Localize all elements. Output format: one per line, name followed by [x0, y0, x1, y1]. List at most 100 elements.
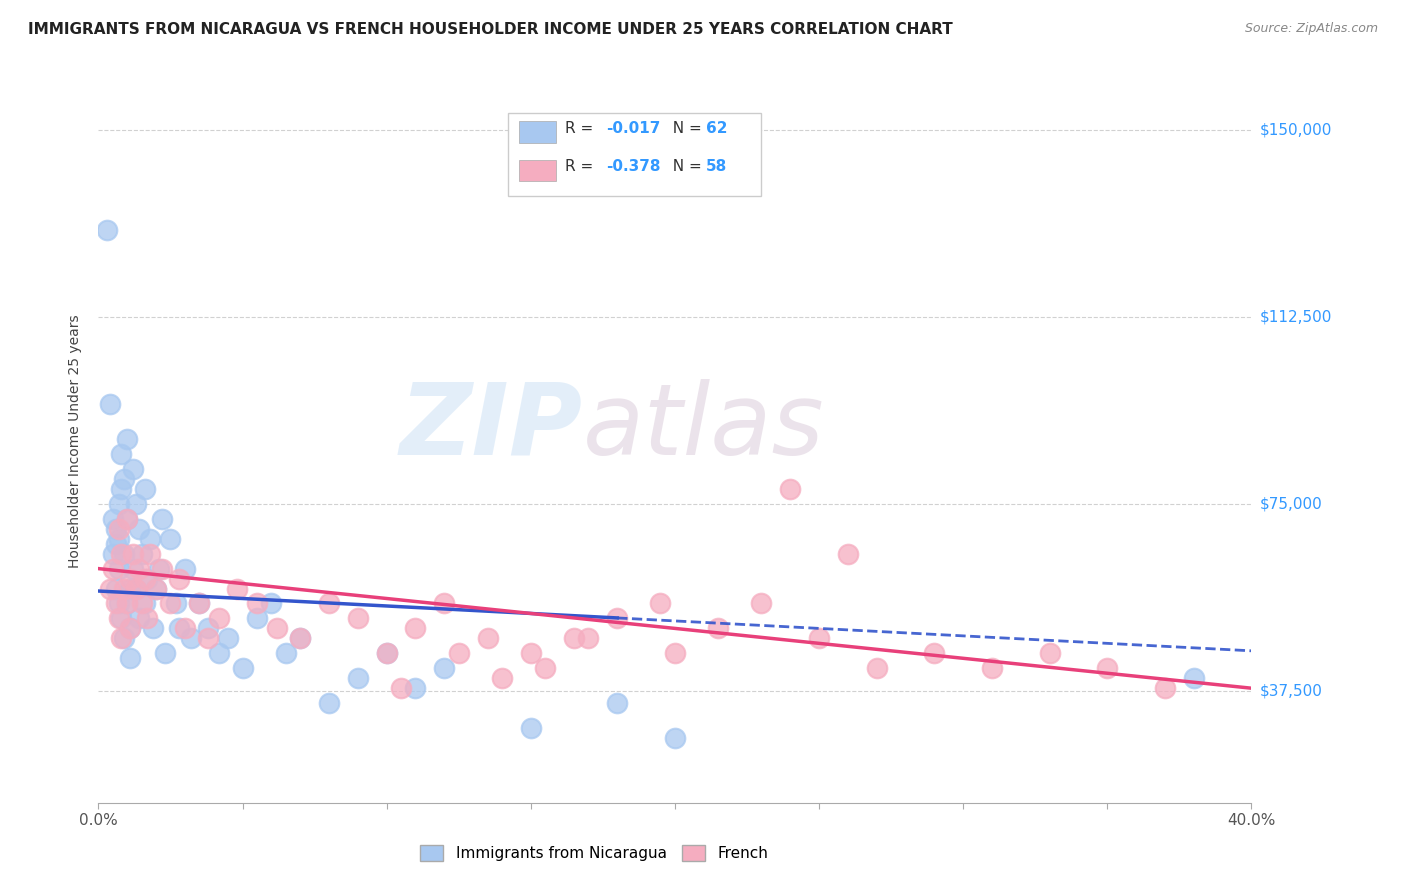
- Point: [208, 646, 231, 660]
- Text: -0.017: -0.017: [606, 121, 659, 136]
- Text: 62: 62: [706, 121, 727, 136]
- Point: [180, 632, 202, 646]
- Point: [1182, 671, 1205, 685]
- Point: [134, 482, 156, 496]
- Point: [120, 651, 142, 665]
- Point: [110, 611, 132, 625]
- Point: [159, 532, 181, 546]
- Point: [117, 432, 139, 446]
- Point: [107, 522, 129, 536]
- Point: [664, 646, 686, 660]
- Point: [107, 611, 129, 625]
- FancyBboxPatch shape: [519, 160, 557, 181]
- Text: R =: R =: [565, 160, 599, 175]
- Point: [98, 397, 121, 411]
- Point: [104, 522, 127, 536]
- Point: [246, 611, 269, 625]
- Point: [217, 632, 239, 646]
- Point: [375, 646, 398, 660]
- Point: [375, 646, 398, 660]
- Point: [107, 497, 129, 511]
- Point: [101, 512, 124, 526]
- Point: [110, 632, 132, 646]
- Point: [112, 547, 135, 561]
- Point: [122, 561, 145, 575]
- FancyBboxPatch shape: [508, 112, 762, 196]
- Point: [981, 661, 1004, 675]
- Point: [125, 497, 148, 511]
- Point: [131, 547, 153, 561]
- Point: [266, 621, 288, 635]
- Text: ZIP: ZIP: [399, 378, 582, 475]
- Point: [346, 611, 368, 625]
- Point: [153, 646, 176, 660]
- Point: [128, 522, 150, 536]
- Point: [779, 482, 801, 496]
- Text: $150,000: $150,000: [1260, 122, 1331, 137]
- Point: [104, 582, 127, 596]
- Point: [134, 597, 156, 611]
- Point: [145, 582, 167, 596]
- Point: [534, 661, 557, 675]
- Point: [174, 561, 197, 575]
- Point: [120, 621, 142, 635]
- Point: [145, 582, 167, 596]
- Point: [208, 611, 231, 625]
- Point: [433, 597, 456, 611]
- Point: [96, 223, 118, 237]
- Point: [112, 472, 135, 486]
- Point: [110, 447, 132, 461]
- Point: [866, 661, 889, 675]
- Point: [491, 671, 513, 685]
- Point: [120, 621, 142, 635]
- Text: Source: ZipAtlas.com: Source: ZipAtlas.com: [1244, 22, 1378, 36]
- Text: $112,500: $112,500: [1260, 310, 1331, 325]
- Point: [231, 661, 254, 675]
- Point: [136, 611, 159, 625]
- Point: [107, 532, 129, 546]
- Point: [112, 632, 135, 646]
- Point: [260, 597, 283, 611]
- Point: [837, 547, 859, 561]
- Point: [110, 547, 132, 561]
- Point: [318, 597, 340, 611]
- Point: [225, 582, 247, 596]
- Point: [520, 646, 543, 660]
- Point: [433, 661, 456, 675]
- Point: [274, 646, 297, 660]
- Point: [751, 597, 773, 611]
- Point: [131, 597, 153, 611]
- Point: [125, 582, 148, 596]
- Text: $75,000: $75,000: [1260, 496, 1323, 511]
- Point: [1154, 681, 1177, 696]
- Point: [174, 621, 197, 635]
- Point: [150, 561, 173, 575]
- Point: [664, 731, 686, 745]
- Point: [139, 532, 162, 546]
- Point: [134, 572, 156, 586]
- Point: [167, 621, 190, 635]
- Point: [318, 696, 340, 710]
- Point: [405, 621, 427, 635]
- Point: [290, 632, 312, 646]
- Point: [159, 597, 181, 611]
- Point: [562, 632, 585, 646]
- Text: $37,500: $37,500: [1260, 683, 1323, 698]
- Text: N =: N =: [664, 121, 707, 136]
- Y-axis label: Householder Income Under 25 years: Householder Income Under 25 years: [69, 315, 83, 568]
- Legend: Immigrants from Nicaragua, French: Immigrants from Nicaragua, French: [415, 839, 773, 867]
- Point: [447, 646, 470, 660]
- Point: [924, 646, 946, 660]
- Point: [167, 572, 190, 586]
- Point: [188, 597, 211, 611]
- Point: [128, 611, 150, 625]
- Point: [707, 621, 730, 635]
- Point: [808, 632, 831, 646]
- Text: IMMIGRANTS FROM NICARAGUA VS FRENCH HOUSEHOLDER INCOME UNDER 25 YEARS CORRELATIO: IMMIGRANTS FROM NICARAGUA VS FRENCH HOUS…: [28, 22, 953, 37]
- FancyBboxPatch shape: [519, 121, 557, 143]
- Point: [136, 572, 159, 586]
- Point: [150, 512, 173, 526]
- Point: [104, 597, 127, 611]
- Point: [110, 482, 132, 496]
- Point: [117, 597, 139, 611]
